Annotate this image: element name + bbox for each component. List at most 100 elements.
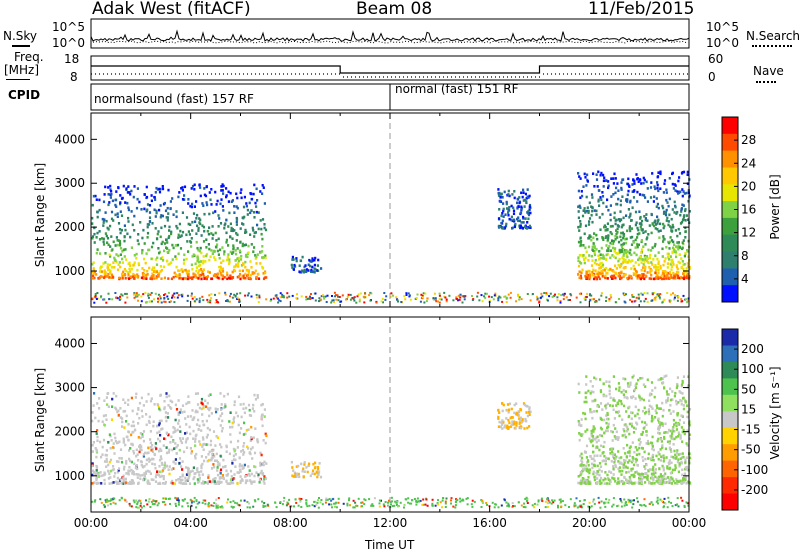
- echo-cell-1-3: [678, 463, 681, 466]
- echo-cell-0-0: [109, 184, 112, 188]
- echo-cell-1-3: [659, 448, 662, 451]
- echo-cell-0-0: [165, 216, 168, 219]
- echo-cell-0-3: [607, 186, 610, 190]
- echo-cell-0-3: [578, 270, 581, 273]
- ground-scatter-cell-1: [212, 504, 215, 507]
- echo-cell-1-0: [233, 416, 236, 419]
- echo-cell-1-3: [584, 478, 588, 482]
- echo-cell-1-0: [263, 415, 266, 418]
- echo-cell-1-3: [669, 448, 672, 451]
- echo-cell-0-0: [186, 274, 190, 278]
- ground-scatter-cell-1: [263, 502, 266, 504]
- echo-cell-0-3: [657, 266, 660, 269]
- echo-cell-1-0: [125, 459, 128, 463]
- echo-cell-0-3: [606, 253, 609, 256]
- echo-cell-1-3: [586, 459, 590, 462]
- echo-cell-1-0: [264, 477, 268, 480]
- echo-cell-1-0: [202, 443, 205, 446]
- ground-scatter-cell-0: [677, 295, 680, 298]
- echo-cell-1-3: [648, 481, 651, 485]
- echo-cell-1-0: [216, 469, 219, 472]
- echo-cell-0-0: [135, 206, 139, 210]
- echo-cell-1-0: [173, 430, 176, 433]
- echo-cell-1-0: [131, 472, 134, 475]
- echo-cell-0-0: [202, 225, 205, 229]
- ground-scatter-cell-0: [637, 293, 640, 296]
- echo-cell-1-3: [642, 427, 645, 430]
- echo-cell-1-0: [184, 432, 187, 435]
- echo-cell-1-3: [679, 479, 682, 483]
- echo-cell-1-3: [630, 460, 633, 464]
- echo-cell-1-0: [232, 420, 235, 424]
- ground-scatter-cell-1: [196, 502, 199, 505]
- echo-cell-0-0: [146, 203, 150, 206]
- echo-cell-0-0: [116, 215, 119, 218]
- ground-scatter-cell-0: [639, 300, 642, 303]
- echo-cell-1-2: [512, 420, 516, 424]
- echo-cell-1-2: [519, 419, 522, 422]
- echo-cell-0-1: [305, 268, 309, 271]
- echo-cell-0-0: [264, 271, 267, 275]
- echo-cell-1-0: [221, 419, 224, 423]
- echo-cell-0-0: [136, 268, 139, 272]
- echo-cell-1-0: [119, 448, 123, 451]
- ground-scatter-cell-0: [288, 295, 291, 298]
- ground-scatter-cell-0: [135, 293, 138, 296]
- ground-scatter-cell-0: [291, 294, 294, 297]
- ground-scatter-cell-1: [118, 499, 121, 502]
- echo-cell-0-0: [101, 217, 104, 221]
- echo-cell-0-1: [291, 266, 294, 269]
- echo-cell-1-3: [651, 389, 654, 392]
- echo-cell-0-3: [661, 247, 664, 251]
- echo-cell-0-0: [197, 229, 200, 232]
- echo-cell-0-0: [181, 277, 184, 281]
- echo-cell-1-0: [127, 438, 130, 442]
- echo-cell-0-2: [522, 199, 525, 202]
- echo-cell-1-3: [577, 382, 580, 386]
- ground-scatter-cell-1: [505, 501, 508, 504]
- echo-cell-0-0: [112, 261, 115, 264]
- echo-cell-0-0: [100, 270, 104, 273]
- echo-cell-1-3: [637, 378, 640, 382]
- echo-cell-0-3: [650, 212, 653, 216]
- echo-cell-1-0: [165, 419, 168, 423]
- echo-cell-1-0: [105, 457, 108, 461]
- echo-cell-0-3: [611, 239, 614, 242]
- ground-scatter-cell-1: [656, 496, 659, 499]
- echo-cell-0-0: [165, 246, 168, 249]
- echo-cell-0-3: [626, 229, 629, 233]
- echo-cell-0-3: [587, 223, 591, 226]
- ground-scatter-cell-1: [623, 498, 626, 501]
- echo-cell-0-3: [622, 243, 625, 246]
- echo-cell-0-0: [232, 247, 235, 251]
- ground-scatter-cell-0: [653, 292, 656, 294]
- echo-cell-0-3: [654, 227, 657, 230]
- echo-cell-0-3: [656, 175, 659, 179]
- echo-cell-1-0: [153, 453, 156, 457]
- echo-cell-1-3: [646, 474, 649, 478]
- echo-cell-0-3: [636, 274, 639, 278]
- echo-cell-1-1: [295, 465, 298, 468]
- echo-cell-0-3: [671, 172, 674, 176]
- echo-cell-1-0: [150, 397, 153, 400]
- echo-cell-0-3: [622, 223, 625, 227]
- echo-cell-0-0: [171, 197, 174, 200]
- echo-cell-0-3: [589, 235, 592, 239]
- echo-cell-0-3: [629, 229, 632, 233]
- ground-scatter-cell-0: [680, 300, 683, 303]
- echo-cell-1-0: [261, 413, 264, 417]
- echo-cell-0-2: [505, 200, 508, 204]
- echo-cell-1-0: [105, 396, 108, 399]
- echo-cell-1-0: [146, 451, 149, 455]
- ground-scatter-cell-1: [560, 505, 563, 508]
- echo-cell-1-3: [669, 429, 672, 433]
- echo-cell-0-0: [170, 261, 173, 264]
- echo-cell-1-2: [498, 420, 501, 424]
- echo-cell-1-0: [106, 403, 109, 406]
- echo-cell-0-1: [299, 259, 302, 262]
- ground-scatter-cell-0: [170, 300, 172, 303]
- echo-cell-0-3: [676, 246, 679, 249]
- echo-cell-1-0: [152, 420, 155, 423]
- echo-cell-1-0: [110, 469, 113, 473]
- echo-cell-1-3: [634, 446, 637, 449]
